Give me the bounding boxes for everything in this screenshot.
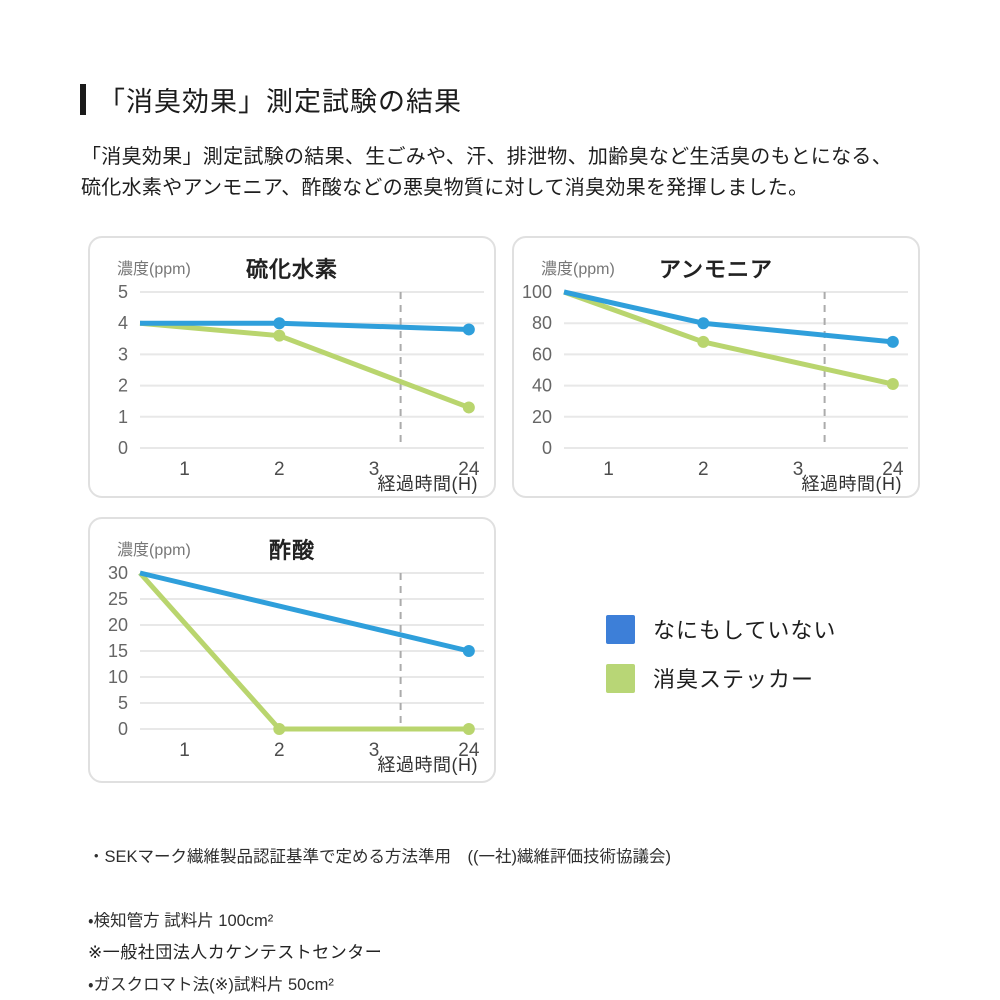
chart-plot-acetic-acid: 30 25 20 15 10 5 0 1 2 3 24	[108, 563, 484, 761]
footnotes: ・SEKマーク繊維製品認証基準で定める方法準用 ((一社)繊維評価技術協議会) …	[88, 805, 737, 1000]
svg-text:0: 0	[542, 438, 552, 458]
svg-text:4: 4	[118, 313, 128, 333]
title-marker-bar	[80, 84, 86, 115]
chart-plot-hydrogen-sulfide: 5 4 3 2 1 0 1 2 3 24	[118, 282, 484, 480]
chart-plot-ammonia: 100 80 60 40 20 0 1 2 3 24	[522, 282, 908, 480]
footnote-line: ・検知管方 試料片 100cm²	[88, 912, 274, 930]
svg-text:10: 10	[108, 667, 128, 687]
chart-title: 硫化水素	[245, 257, 338, 282]
svg-text:30: 30	[108, 563, 128, 583]
svg-text:0: 0	[118, 719, 128, 739]
chart-header: 酢酸 濃度(ppm)	[90, 533, 494, 563]
x-axis-label: 経過時間(H)	[377, 474, 478, 494]
chart-title: 酢酸	[268, 538, 315, 563]
y-axis-label: 濃度(ppm)	[117, 261, 191, 278]
legend-swatch-green	[606, 663, 635, 693]
svg-text:100: 100	[522, 282, 552, 302]
svg-text:3: 3	[793, 459, 804, 480]
svg-text:3: 3	[369, 459, 380, 480]
svg-text:24: 24	[882, 459, 904, 480]
svg-text:24: 24	[458, 740, 480, 761]
chart-header: 硫化水素 濃度(ppm)	[90, 252, 494, 282]
x-axis-label: 経過時間(H)	[801, 474, 902, 494]
footnote-line: ・ガスクロマト法(※)試料片 50cm²	[88, 976, 334, 994]
y-axis-label: 濃度(ppm)	[541, 261, 615, 278]
svg-text:20: 20	[532, 407, 552, 427]
chart-card-ammonia: アンモニア 濃度(ppm) 100 80 60 40 20 0 1 2 3 24 経過時間(H)	[512, 236, 920, 498]
intro-text: 「消臭効果」測定試験の結果、生ごみや、汗、排泄物、加齢臭など生活臭のもとになる、…	[81, 142, 892, 204]
svg-text:1: 1	[179, 740, 190, 761]
svg-text:2: 2	[118, 376, 128, 396]
page-title: 「消臭効果」測定試験の結果	[98, 87, 462, 117]
legend-swatch-blue	[606, 614, 635, 644]
svg-text:24: 24	[458, 459, 480, 480]
chart-card-hydrogen-sulfide: 硫化水素 濃度(ppm) 5 4 3 2 1 0 1 2 3 24 経過時間(H)	[88, 236, 496, 498]
legend: なにもしていない 消臭ステッカー	[606, 613, 836, 694]
svg-text:20: 20	[108, 615, 128, 635]
svg-text:5: 5	[118, 282, 128, 302]
y-axis-label: 濃度(ppm)	[117, 542, 191, 559]
x-axis-label: 経過時間(H)	[377, 755, 478, 775]
svg-text:2: 2	[274, 459, 285, 480]
svg-text:1: 1	[118, 407, 128, 427]
chart-title: アンモニア	[658, 257, 774, 282]
legend-item-untreated: なにもしていない	[606, 613, 836, 645]
svg-text:3: 3	[118, 344, 128, 364]
svg-text:80: 80	[532, 313, 552, 333]
svg-text:2: 2	[698, 459, 709, 480]
footnote-line: ・SEKマーク繊維製品認証基準で定める方法準用 ((一社)繊維評価技術協議会)	[88, 848, 671, 866]
svg-text:25: 25	[108, 589, 128, 609]
svg-text:60: 60	[532, 344, 552, 364]
source-note: ※一般社団法人カケンテストセンター	[88, 943, 383, 962]
legend-label: なにもしていない	[653, 618, 837, 643]
svg-text:15: 15	[108, 641, 128, 661]
intro-line-1: 「消臭効果」測定試験の結果、生ごみや、汗、排泄物、加齢臭など生活臭のもとになる、	[81, 146, 892, 168]
svg-text:0: 0	[118, 438, 128, 458]
svg-text:5: 5	[118, 693, 128, 713]
svg-text:3: 3	[369, 740, 380, 761]
svg-text:1: 1	[179, 459, 190, 480]
legend-label: 消臭ステッカー	[653, 667, 815, 692]
svg-text:40: 40	[532, 376, 552, 396]
legend-item-deodorant-sticker: 消臭ステッカー	[606, 662, 836, 694]
chart-card-acetic-acid: 酢酸 濃度(ppm) 30 25 20 15 10 5 0 1 2 3 24 経過時間(H)	[88, 517, 496, 783]
svg-text:2: 2	[274, 740, 285, 761]
chart-header: アンモニア 濃度(ppm)	[514, 252, 918, 282]
svg-text:1: 1	[603, 459, 614, 480]
page-title-row: 「消臭効果」測定試験の結果	[80, 80, 462, 119]
intro-line-2: 硫化水素やアンモニア、酢酸などの悪臭物質に対して消臭効果を発揮しました。	[81, 177, 809, 199]
